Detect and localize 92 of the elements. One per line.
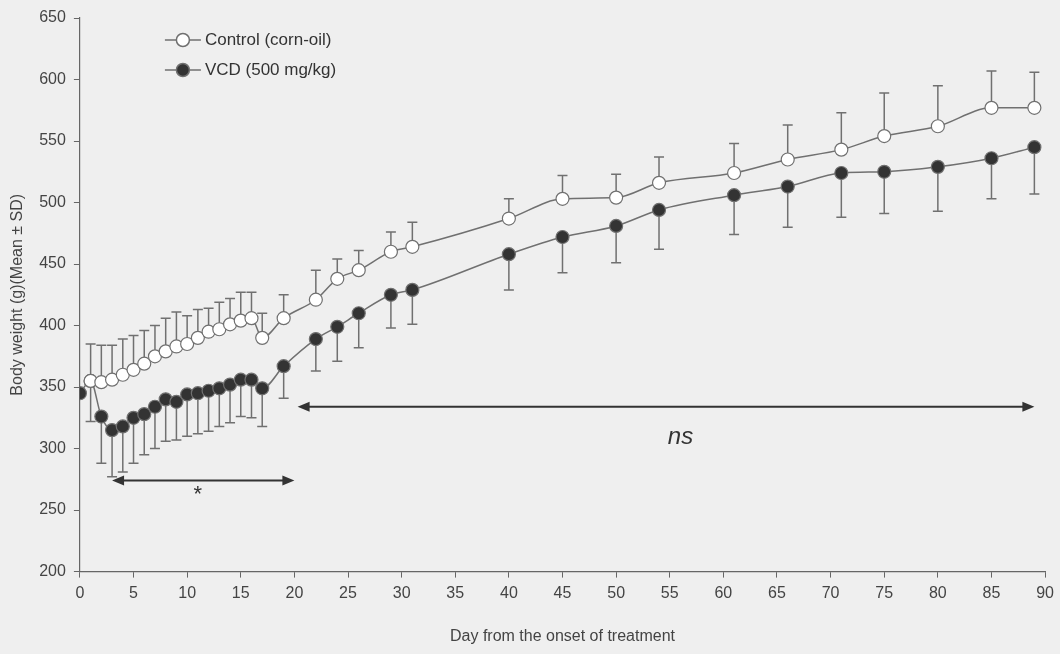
- annotation: ns: [667, 422, 694, 450]
- point: [555, 191, 570, 206]
- point: [1027, 100, 1042, 115]
- point: [930, 159, 945, 174]
- x-tick-label: 90: [1036, 583, 1055, 601]
- y-tick-label: 200: [39, 562, 66, 580]
- point: [126, 410, 141, 425]
- point: [930, 119, 945, 134]
- point: [308, 331, 323, 347]
- point: [780, 152, 795, 167]
- point: [501, 211, 516, 226]
- point: [780, 179, 795, 194]
- y-tick-label: 350: [39, 377, 66, 395]
- x-tick-label: 70: [821, 583, 840, 601]
- x-tick-label: 85: [982, 583, 1001, 601]
- x-tick-label: 30: [392, 583, 411, 601]
- point: [180, 336, 195, 352]
- point: [405, 239, 420, 254]
- x-tick-label: 0: [75, 583, 85, 601]
- x-axis-title: Day from the onset of treatment: [450, 626, 676, 644]
- point: [330, 319, 345, 334]
- point: [726, 165, 742, 181]
- legend-label: Control (corn-oil): [204, 29, 332, 49]
- y-tick-label: 400: [39, 315, 66, 333]
- legend-label: VCD (500 mg/kg): [204, 59, 337, 79]
- point: [383, 287, 399, 302]
- point: [255, 381, 270, 396]
- point: [94, 409, 109, 424]
- point: [115, 419, 130, 434]
- point: [1027, 140, 1042, 155]
- point: [255, 330, 270, 345]
- point: [115, 367, 130, 382]
- point: [244, 311, 259, 326]
- point: [651, 202, 667, 218]
- point: [308, 292, 323, 307]
- point: [244, 372, 259, 387]
- point: [501, 247, 516, 262]
- y-tick-label: 450: [39, 254, 66, 272]
- x-tick-label: 15: [231, 583, 250, 601]
- y-tick-label: 500: [39, 192, 66, 210]
- y-tick-label: 600: [39, 69, 66, 87]
- x-tick-label: 20: [285, 583, 304, 601]
- point: [137, 356, 152, 371]
- point: [984, 100, 999, 115]
- point: [147, 399, 163, 414]
- point: [222, 317, 238, 332]
- point: [351, 306, 366, 321]
- point: [383, 244, 399, 259]
- x-tick-label: 80: [928, 583, 947, 601]
- annotation: *: [193, 481, 203, 507]
- x-tick-label: 45: [553, 583, 572, 601]
- x-tick-label: 75: [875, 583, 894, 601]
- point: [190, 330, 205, 345]
- point: [276, 311, 291, 326]
- point: [834, 165, 849, 181]
- x-tick-label: 55: [660, 583, 679, 601]
- point: [126, 362, 141, 377]
- point: [104, 423, 120, 438]
- y-axis-title: Body weight (g)(Mean ± SD): [8, 193, 26, 396]
- point: [137, 407, 152, 422]
- point: [158, 344, 173, 359]
- y-tick-label: 300: [39, 438, 66, 456]
- y-tick-label: 550: [39, 131, 66, 149]
- point: [877, 164, 892, 179]
- point: [877, 129, 892, 144]
- point: [330, 271, 345, 286]
- point: [609, 218, 624, 234]
- x-tick-label: 10: [178, 583, 197, 601]
- point: [726, 188, 742, 203]
- y-tick-label: 250: [39, 500, 66, 518]
- point: [212, 322, 227, 337]
- point: [147, 349, 163, 364]
- y-tick-label: 650: [39, 8, 66, 26]
- point: [104, 372, 120, 387]
- x-tick-label: 35: [446, 583, 465, 601]
- x-tick-label: 25: [339, 583, 358, 601]
- point: [651, 175, 667, 190]
- x-tick-label: 40: [499, 583, 518, 601]
- x-tick-label: 50: [607, 583, 626, 601]
- x-tick-label: 65: [768, 583, 786, 601]
- x-tick-label: 60: [714, 583, 733, 601]
- point: [351, 263, 366, 278]
- point: [984, 151, 999, 166]
- point: [609, 190, 624, 205]
- point: [405, 282, 420, 297]
- point: [222, 377, 238, 392]
- point: [834, 142, 849, 157]
- point: [212, 381, 227, 396]
- x-tick-label: 5: [129, 583, 139, 601]
- point: [555, 229, 570, 245]
- point: [276, 359, 291, 374]
- point: [169, 394, 184, 409]
